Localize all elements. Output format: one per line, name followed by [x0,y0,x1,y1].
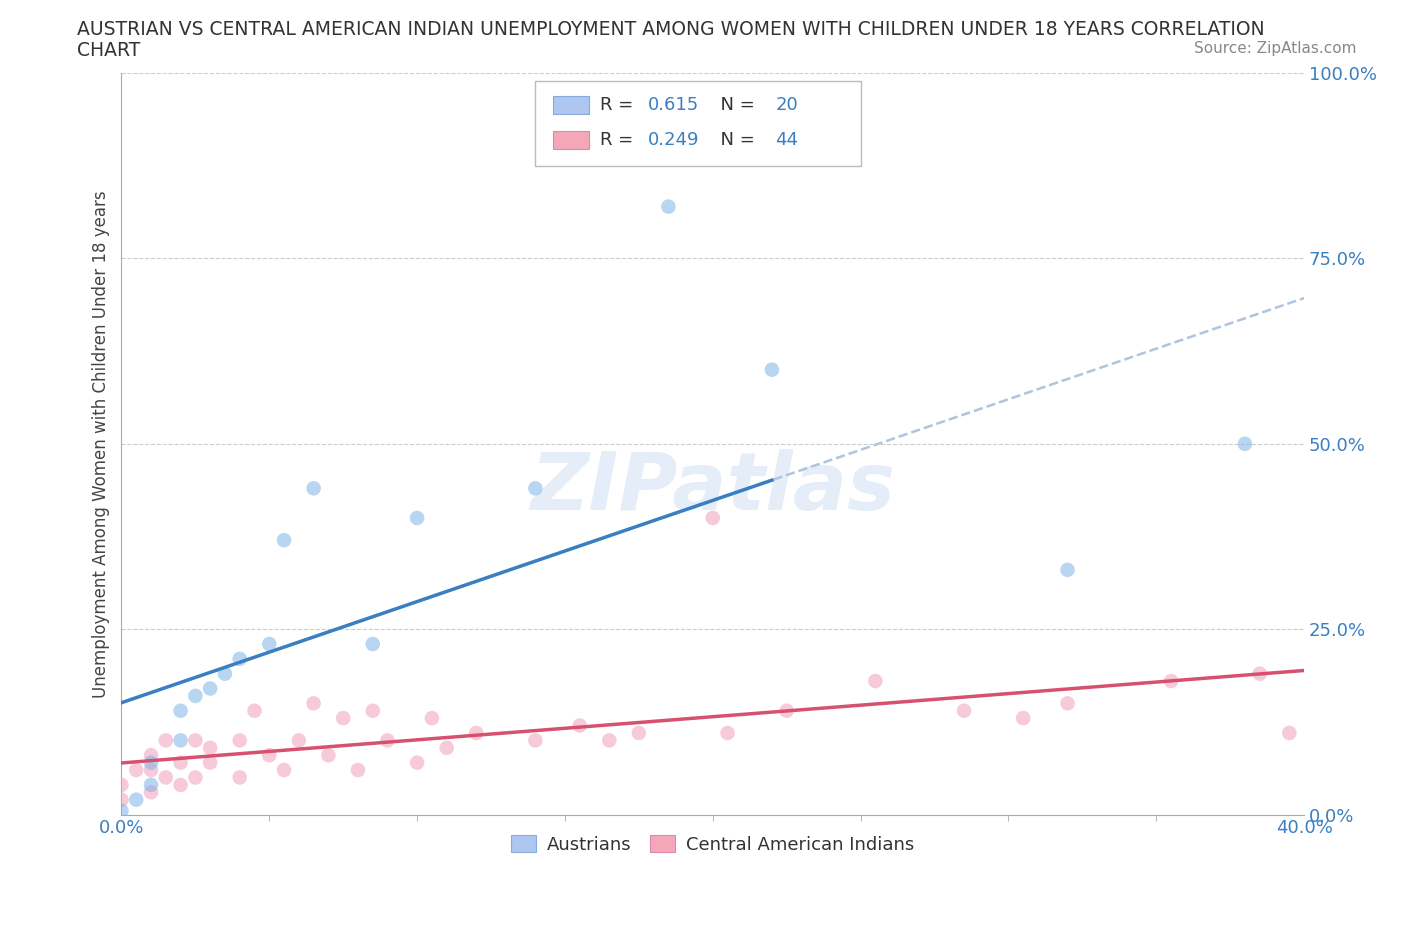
Text: R =: R = [600,96,640,114]
Point [657,199,679,214]
Point [184,688,207,703]
FancyBboxPatch shape [553,96,589,114]
Point [436,740,458,755]
Point [627,725,650,740]
Point [406,755,429,770]
Point [110,792,132,807]
Point [273,763,295,777]
Point [110,804,132,818]
Text: 20: 20 [776,96,799,114]
Point [198,681,221,696]
Point [524,481,547,496]
Point [598,733,620,748]
Point [1056,696,1078,711]
Point [169,777,191,792]
Point [776,703,799,718]
Point [184,770,207,785]
Point [169,703,191,718]
Point [259,748,281,763]
Point [761,363,783,378]
Point [125,792,148,807]
Text: Source: ZipAtlas.com: Source: ZipAtlas.com [1194,41,1357,56]
Point [228,770,250,785]
Point [228,651,250,666]
Point [302,696,325,711]
Point [465,725,488,740]
Text: N =: N = [709,131,761,149]
Point [1278,725,1301,740]
Point [273,533,295,548]
Point [361,703,384,718]
Point [259,636,281,651]
Point [214,666,236,681]
Point [243,703,266,718]
Point [953,703,976,718]
FancyBboxPatch shape [536,81,860,166]
Point [318,748,340,763]
Point [865,673,887,688]
Legend: Austrians, Central American Indians: Austrians, Central American Indians [503,828,921,861]
Point [420,711,443,725]
Point [568,718,591,733]
Text: 0.615: 0.615 [648,96,699,114]
Point [1056,563,1078,578]
Point [198,740,221,755]
Point [347,763,370,777]
Text: 44: 44 [776,131,799,149]
FancyBboxPatch shape [553,130,589,149]
Point [332,711,354,725]
Point [125,763,148,777]
Y-axis label: Unemployment Among Women with Children Under 18 years: Unemployment Among Women with Children U… [93,190,110,698]
Point [139,785,162,800]
Point [169,733,191,748]
Point [524,733,547,748]
Point [139,748,162,763]
Point [377,733,399,748]
Point [1249,666,1271,681]
Point [169,755,191,770]
Point [228,733,250,748]
Point [184,733,207,748]
Point [139,763,162,777]
Point [361,636,384,651]
Text: 0.249: 0.249 [648,131,699,149]
Point [702,511,724,525]
Point [716,725,738,740]
Point [198,755,221,770]
Point [1160,673,1182,688]
Point [155,733,177,748]
Point [139,755,162,770]
Point [1012,711,1035,725]
Point [406,511,429,525]
Text: N =: N = [709,96,761,114]
Text: ZIPatlas: ZIPatlas [530,449,896,527]
Point [1233,436,1256,451]
Point [302,481,325,496]
Point [155,770,177,785]
Text: R =: R = [600,131,640,149]
Point [110,777,132,792]
Point [288,733,311,748]
Text: CHART: CHART [77,41,141,60]
Point [139,777,162,792]
Text: AUSTRIAN VS CENTRAL AMERICAN INDIAN UNEMPLOYMENT AMONG WOMEN WITH CHILDREN UNDER: AUSTRIAN VS CENTRAL AMERICAN INDIAN UNEM… [77,20,1265,39]
